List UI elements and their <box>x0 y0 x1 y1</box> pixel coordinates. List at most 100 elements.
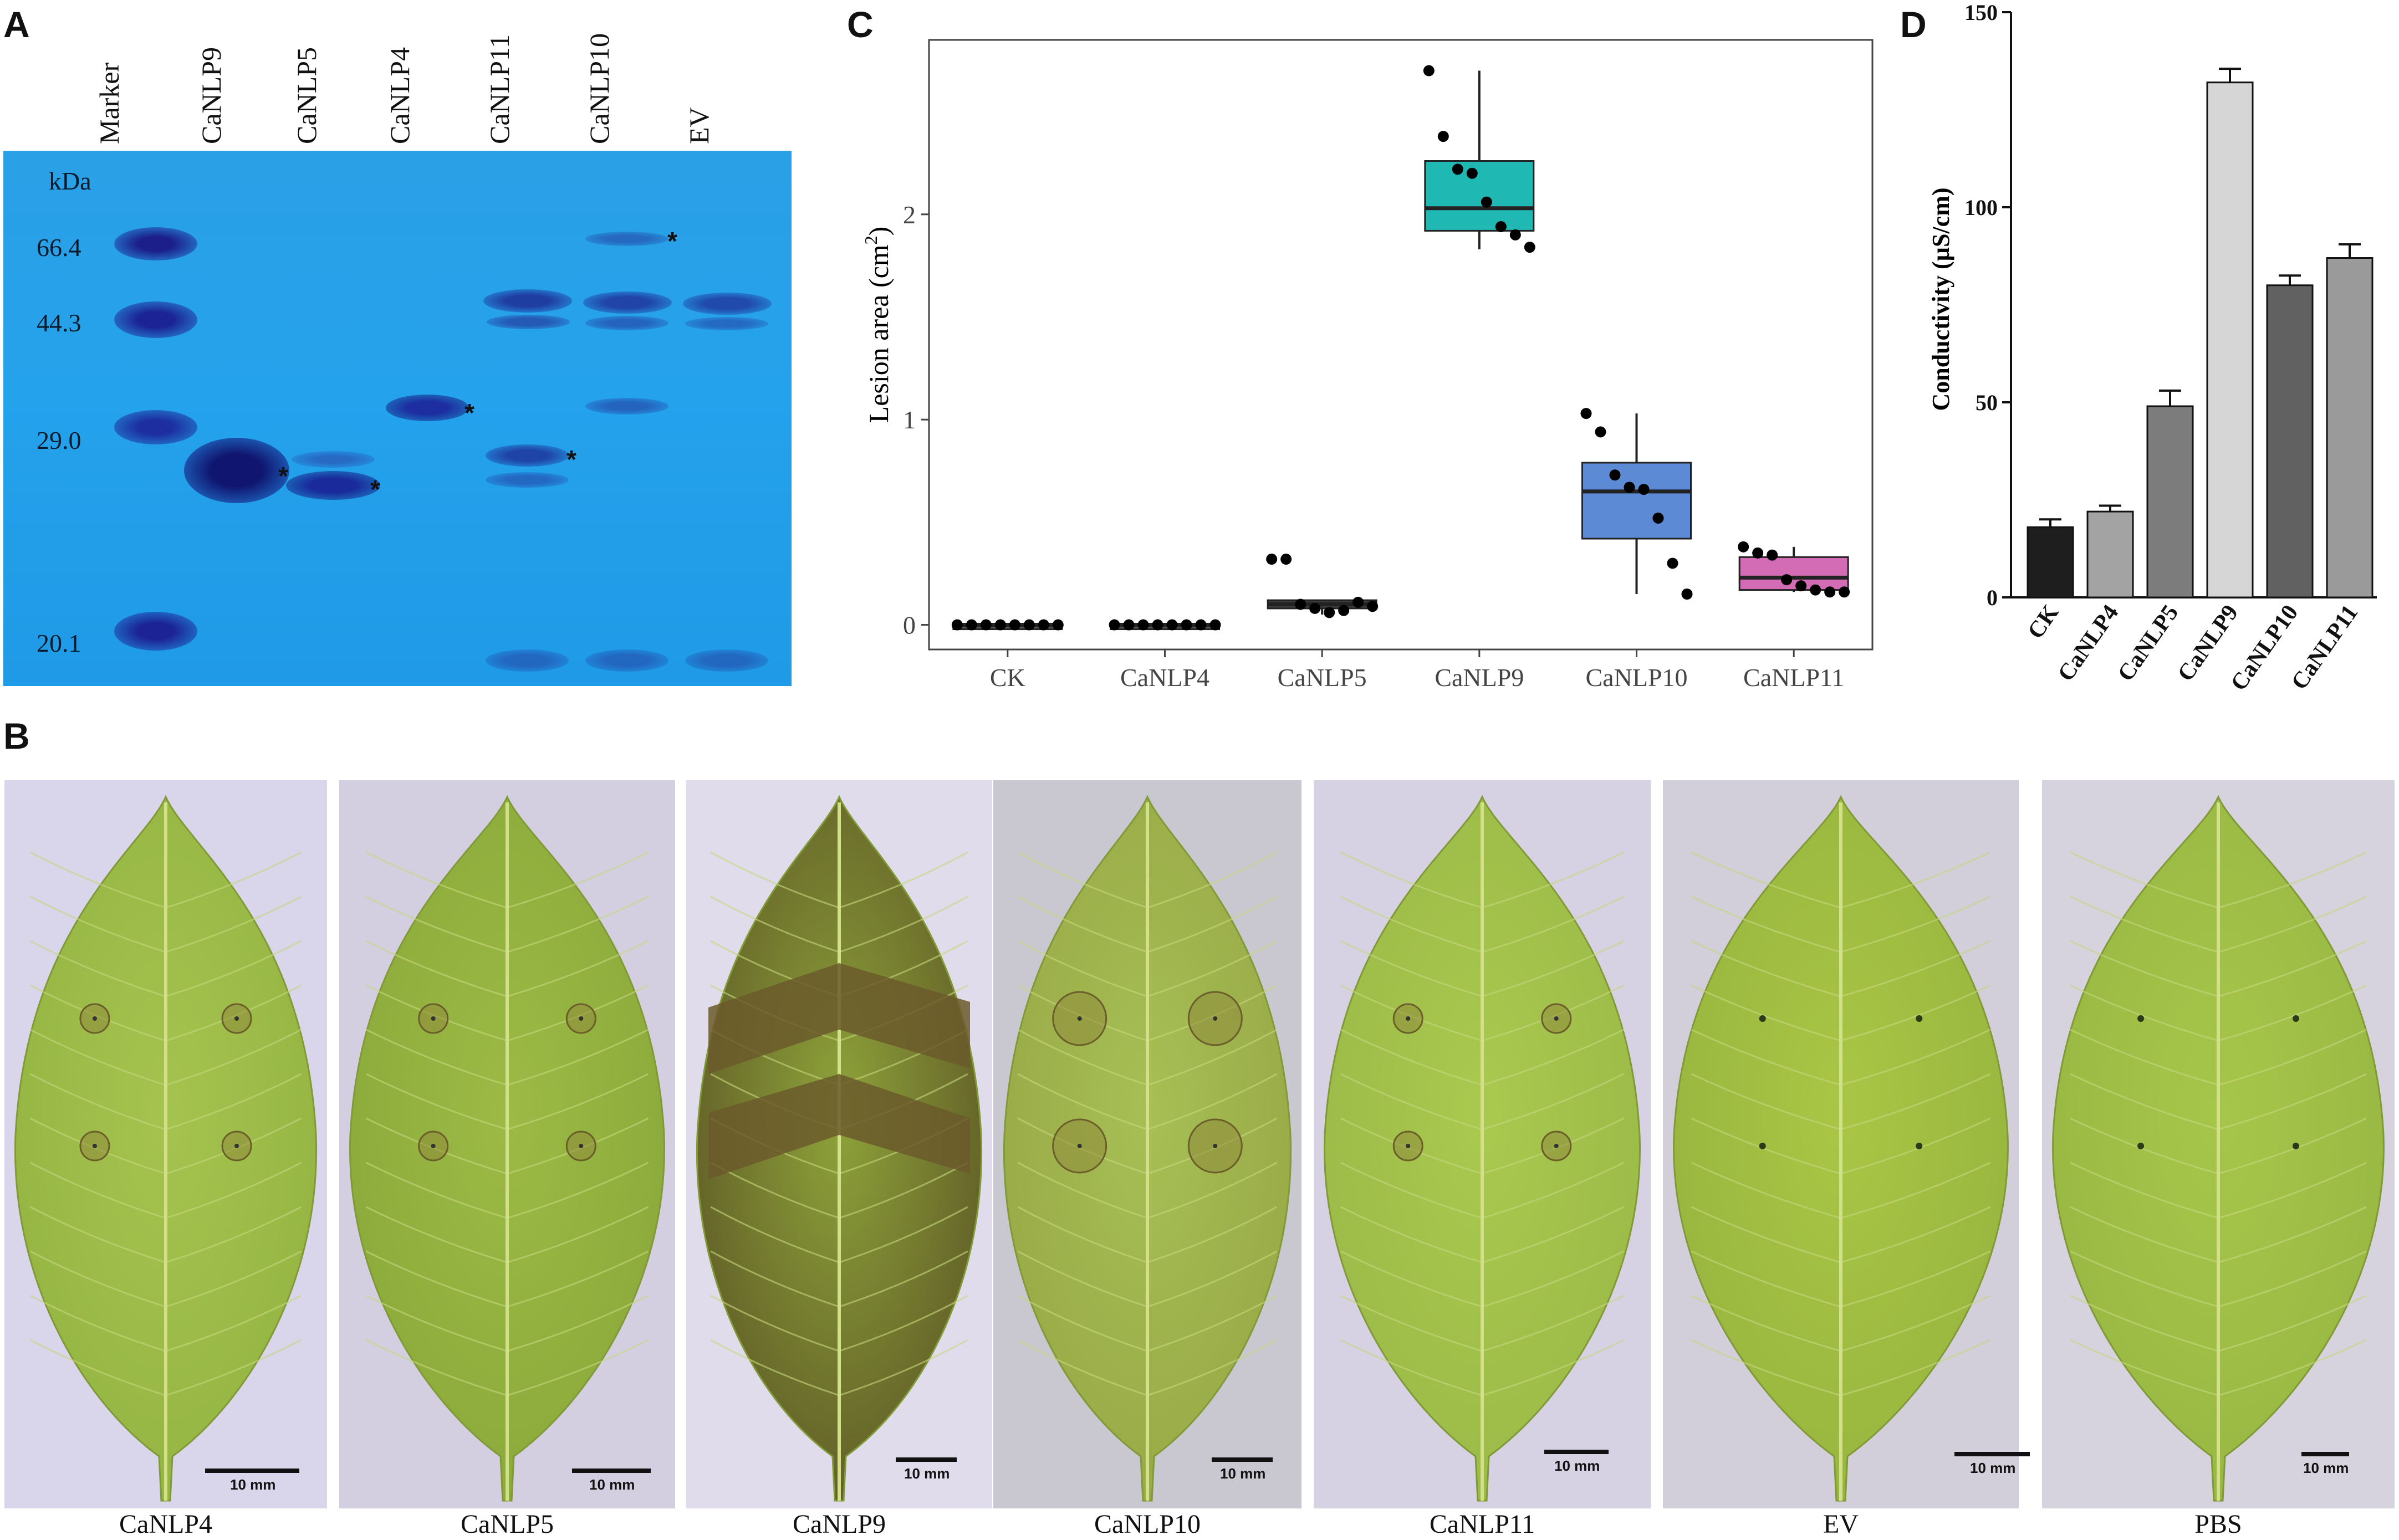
inoculation-point <box>1406 1144 1411 1148</box>
leaf-photo <box>1663 780 2019 1508</box>
leaf-vein <box>507 896 649 953</box>
leaf-illustration <box>14 795 318 1502</box>
inoculation-point <box>1759 1015 1766 1022</box>
leaf-vein <box>29 1295 166 1352</box>
leaf-vein <box>1017 1295 1148 1352</box>
data-point <box>1009 619 1020 631</box>
leaf-vein <box>1147 896 1278 953</box>
leaf-photo <box>993 780 1301 1508</box>
x-tick-label: CaNLP4 <box>2053 600 2124 685</box>
scale-bar-line <box>1544 1450 1609 1454</box>
leaf-vein <box>507 1073 649 1130</box>
inoculation-point <box>431 1144 436 1148</box>
data-point <box>966 619 977 631</box>
leaf-vein <box>1482 1250 1625 1308</box>
x-tick-label: CaNLP5 <box>2113 600 2183 685</box>
leaf-vein <box>2070 1162 2219 1219</box>
bar <box>2146 405 2194 598</box>
inoculation-point <box>1554 1016 1559 1021</box>
leaf-vein <box>1691 896 1841 953</box>
inoculation-point <box>2292 1143 2299 1149</box>
inoculation-point <box>234 1016 239 1021</box>
leaf-vein <box>1691 1339 1841 1396</box>
y-tick-label: 2 <box>903 201 916 229</box>
canlp11-band-high <box>483 289 572 313</box>
data-point <box>1437 131 1449 142</box>
inoculation-point <box>431 1016 436 1021</box>
leaf-vein <box>507 1339 649 1396</box>
leaf-caption: CaNLP9 <box>793 1510 886 1539</box>
leaf-vein <box>1691 1250 1841 1308</box>
leaf-vein <box>1840 1029 1991 1086</box>
leaf-vein <box>29 851 166 909</box>
leaf-vein <box>1017 1073 1148 1130</box>
leaf-vein <box>165 1073 302 1130</box>
data-point <box>1209 619 1221 631</box>
leaf-caption: EV <box>1823 1510 1859 1539</box>
leaf-vein <box>839 896 968 953</box>
box <box>1738 556 1849 591</box>
leaf-vein <box>29 1073 166 1130</box>
canlp4-band <box>386 395 469 421</box>
leaf-vein <box>1482 940 1625 997</box>
scale-bar-label: 10 mm <box>2303 1460 2349 1476</box>
leaf-vein <box>1017 1162 1148 1219</box>
leaf-vein <box>1840 1339 1991 1396</box>
data-point <box>1181 619 1192 631</box>
y-axis-label: Conductivity (µS/cm) <box>1927 187 1954 411</box>
lesion-area-boxplot: Lesion area (cm2) 0 1 2 CK CaNLP4 CaNLP5 CaNLP… <box>861 39 1874 692</box>
scale-bar-label: 10 mm <box>230 1476 276 1493</box>
inoculation-point <box>1759 1143 1766 1149</box>
leaf-vein <box>507 1162 649 1219</box>
inoculation-point <box>579 1144 584 1148</box>
leaf-vein <box>839 1250 968 1308</box>
data-point <box>1137 619 1149 631</box>
leaf-vein <box>1147 940 1278 997</box>
data-point <box>1338 605 1350 616</box>
leaf-vein <box>710 1295 840 1352</box>
marker-band-66 <box>114 227 197 260</box>
marker-band-44 <box>114 301 197 338</box>
data-point <box>1495 221 1507 233</box>
leaf-illustration <box>696 795 983 1502</box>
leaf-vein <box>29 1206 166 1263</box>
y-tick-label: 0 <box>903 611 916 639</box>
leaf-vein <box>710 1206 840 1263</box>
inoculation-point <box>1916 1143 1923 1149</box>
leaf-vein <box>1147 1295 1278 1352</box>
data-point <box>1624 482 1635 493</box>
leaf-vein <box>165 1162 302 1219</box>
data-point <box>1466 167 1478 179</box>
conductivity-bar-chart: Conductivity (µS/cm) 0 50 100 150 CKCaNLP4Ca… <box>1927 0 2377 695</box>
lane-label-marker: Marker <box>94 62 125 144</box>
leaf-vein <box>29 1339 166 1396</box>
leaf-vein <box>710 851 840 909</box>
scale-bar-line <box>1212 1457 1273 1462</box>
leaf-vein <box>165 940 302 997</box>
canlp10-band-29 <box>585 398 668 415</box>
leaf-vein <box>710 1250 840 1308</box>
leaf-vein <box>2218 1206 2367 1263</box>
data-point <box>1524 242 1535 253</box>
asterisk-canlp9: * <box>278 462 288 490</box>
panel-label-a: A <box>3 4 30 45</box>
inoculation-point <box>1077 1144 1082 1148</box>
y-tick-label: 1 <box>903 406 916 434</box>
lane-label-canlp9: CaNLP9 <box>196 47 227 144</box>
leaf-vein <box>507 940 649 997</box>
leaf-vein <box>1482 1339 1625 1396</box>
leaf-vein <box>365 1250 508 1308</box>
data-point <box>1367 601 1379 612</box>
leaf-vein <box>2218 1073 2367 1130</box>
leaf-vein <box>1340 1295 1483 1352</box>
canlp11-band-low <box>486 472 569 488</box>
leaf-photo <box>686 780 992 1508</box>
asterisk-canlp11: * <box>566 445 576 474</box>
leaf-vein <box>365 1073 508 1130</box>
leaf-photo <box>1314 780 1651 1508</box>
y-tick-label: 150 <box>1964 0 1998 25</box>
bar <box>2206 81 2254 598</box>
asterisk-canlp4: * <box>465 398 474 427</box>
lane-label-canlp4: CaNLP4 <box>384 47 415 144</box>
leaf-vein <box>1340 1206 1483 1263</box>
